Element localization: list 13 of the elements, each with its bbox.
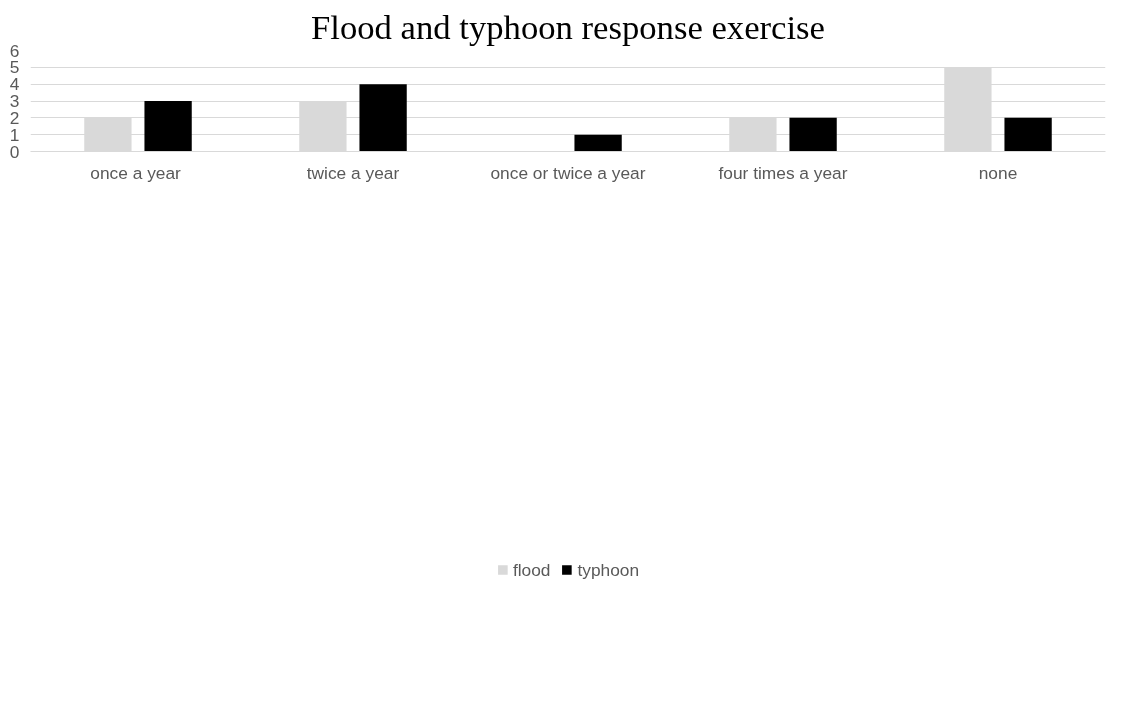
x-tick-label: four times a year <box>718 162 848 183</box>
bar <box>1004 117 1052 152</box>
x-tick-label: once or twice a year <box>490 162 646 183</box>
bar <box>574 134 622 152</box>
chart-title: Flood and typhoon response exercise <box>311 7 825 46</box>
legend-label: flood <box>512 559 551 581</box>
x-tick-label: once a year <box>90 162 182 183</box>
bar <box>359 84 407 152</box>
x-tick-label: none <box>978 162 1018 183</box>
bar <box>144 101 192 152</box>
bar <box>789 117 837 152</box>
x-tick-label: twice a year <box>306 162 400 183</box>
legend-label: typhoon <box>577 559 640 581</box>
